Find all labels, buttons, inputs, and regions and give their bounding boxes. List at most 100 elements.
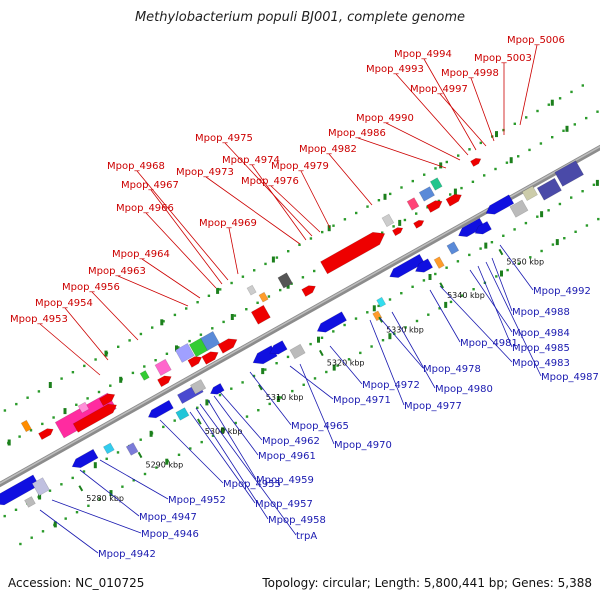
gene-leader-line	[519, 44, 538, 126]
track-dot	[309, 342, 312, 346]
gene-leader-line	[189, 411, 256, 504]
track-major-tick	[276, 396, 280, 402]
gene-arrow	[414, 258, 434, 273]
track-dot	[83, 364, 86, 368]
track-dot	[366, 311, 369, 314]
track-dot	[200, 440, 203, 444]
track-major-tick	[509, 157, 513, 164]
track-dot	[547, 103, 550, 106]
track-dot	[551, 136, 554, 139]
track-dot	[321, 230, 324, 234]
track-dot	[211, 434, 215, 437]
gene-leader-line	[385, 122, 461, 161]
gene-leader-line	[289, 365, 334, 400]
gene-leader-line	[219, 391, 263, 441]
track-major-tick	[104, 350, 108, 357]
gene-label-reverse: Mpop_4947	[139, 512, 197, 523]
track-dot	[354, 317, 358, 320]
track-dot	[460, 186, 463, 190]
gene-block	[77, 401, 90, 414]
gene-block	[289, 343, 306, 360]
track-dot	[528, 148, 531, 152]
gene-arrow	[458, 217, 485, 238]
gene-label-reverse: Mpop_4992	[533, 286, 591, 297]
track-dot	[355, 211, 358, 215]
gene-leader-line	[79, 469, 140, 517]
position-tick-label: 5300 kbp	[205, 427, 243, 436]
gene-arrow	[201, 351, 219, 365]
track-dot	[301, 276, 305, 279]
track-dot	[177, 346, 180, 349]
position-tick-label: 5280 kbp	[86, 494, 124, 503]
track-dot	[257, 409, 260, 412]
position-tick-label: 5290 kbp	[146, 461, 184, 470]
map-title: Methylobacterium populi BJ001, complete …	[134, 10, 466, 25]
track-dot	[551, 243, 555, 246]
gene-leader-line	[39, 323, 101, 376]
track-dot	[449, 300, 453, 304]
track-dot	[105, 457, 108, 460]
gene-leader-line	[64, 307, 109, 361]
track-dot	[411, 285, 414, 288]
track-dot	[189, 447, 192, 450]
track-major-tick	[565, 125, 569, 132]
track-dot	[98, 498, 101, 501]
gene-block	[509, 199, 529, 218]
position-tick-mark	[197, 418, 202, 425]
track-major-tick	[48, 382, 52, 388]
gene-leader-line	[159, 419, 224, 484]
track-dot	[279, 396, 283, 399]
track-dot	[434, 272, 437, 276]
track-dot	[165, 352, 169, 355]
gene-label-forward: Mpop_4979	[271, 161, 329, 172]
track-dot	[116, 451, 120, 454]
track-major-tick	[495, 131, 498, 138]
gene-leader-line	[270, 185, 321, 233]
track-dot	[517, 262, 521, 265]
track-dot	[332, 330, 335, 333]
track-dot	[139, 438, 142, 441]
track-dot	[392, 225, 395, 228]
gene-block	[200, 330, 221, 351]
track-dot	[581, 190, 584, 193]
gene-arrow	[320, 231, 386, 275]
track-dot	[154, 359, 157, 362]
track-dot	[313, 269, 316, 273]
gene-label-reverse: Mpop_4971	[333, 395, 391, 406]
track-dot	[404, 326, 407, 329]
position-tick-mark	[137, 451, 143, 459]
track-dot	[332, 224, 335, 227]
track-dot	[219, 288, 222, 291]
track-major-tick	[230, 314, 234, 320]
track-dot	[472, 288, 475, 291]
gene-arrow	[470, 157, 482, 167]
gene-leader-line	[51, 499, 142, 534]
gene-arrow	[474, 220, 492, 235]
gene-label-reverse: Mpop_4983	[512, 358, 570, 369]
track-dot	[29, 429, 33, 432]
gene-label-reverse: Mpop_4985	[512, 343, 570, 354]
gene-block	[258, 291, 269, 303]
gene-block	[250, 304, 271, 325]
gene-label-reverse: Mpop_4952	[168, 495, 226, 506]
gene-leader-line	[391, 311, 436, 389]
track-dot	[381, 339, 385, 342]
gene-labels: Mpop_4953 Mpop_4954 Mpop_4956 Mpop_4963 Mpop…	[10, 35, 599, 560]
gene-label-reverse: Mpop_4977	[404, 401, 462, 412]
track-major-tick	[165, 458, 169, 465]
track-dot	[117, 345, 120, 348]
track-dot	[422, 279, 426, 282]
gene-leader-line	[99, 459, 169, 500]
gene-block	[376, 296, 387, 308]
track-dot	[539, 142, 543, 145]
gene-leader-line	[39, 509, 99, 554]
gene-label-forward: Mpop_4990	[356, 113, 414, 124]
track-major-tick	[372, 305, 376, 312]
gene-leader-line	[195, 407, 269, 520]
track-dot	[253, 269, 256, 272]
track-dot	[468, 148, 471, 151]
track-major-tick	[428, 274, 432, 280]
track-major-tick	[205, 399, 209, 406]
gene-leader-line	[199, 403, 297, 536]
gene-label-reverse: Mpop_4955	[223, 479, 281, 490]
